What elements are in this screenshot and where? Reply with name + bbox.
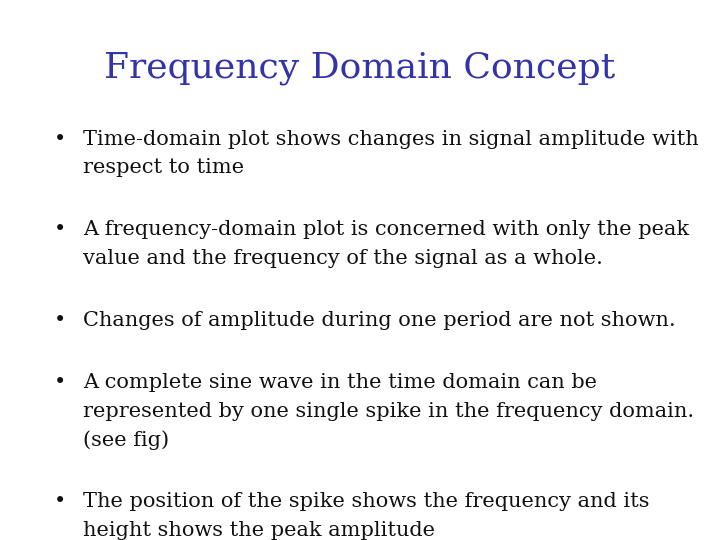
- Text: •: •: [54, 220, 66, 239]
- Text: value and the frequency of the signal as a whole.: value and the frequency of the signal as…: [83, 249, 603, 268]
- Text: Frequency Domain Concept: Frequency Domain Concept: [104, 51, 616, 85]
- Text: •: •: [54, 130, 66, 148]
- Text: (see fig): (see fig): [83, 430, 169, 450]
- Text: The position of the spike shows the frequency and its: The position of the spike shows the freq…: [83, 492, 649, 511]
- Text: A complete sine wave in the time domain can be: A complete sine wave in the time domain …: [83, 373, 597, 392]
- Text: •: •: [54, 492, 66, 511]
- Text: •: •: [54, 311, 66, 330]
- Text: respect to time: respect to time: [83, 158, 244, 177]
- Text: •: •: [54, 373, 66, 392]
- Text: height shows the peak amplitude: height shows the peak amplitude: [83, 521, 435, 540]
- Text: A frequency-domain plot is concerned with only the peak: A frequency-domain plot is concerned wit…: [83, 220, 689, 239]
- Text: Time-domain plot shows changes in signal amplitude with: Time-domain plot shows changes in signal…: [83, 130, 698, 148]
- Text: Changes of amplitude during one period are not shown.: Changes of amplitude during one period a…: [83, 311, 675, 330]
- Text: represented by one single spike in the frequency domain.: represented by one single spike in the f…: [83, 402, 694, 421]
